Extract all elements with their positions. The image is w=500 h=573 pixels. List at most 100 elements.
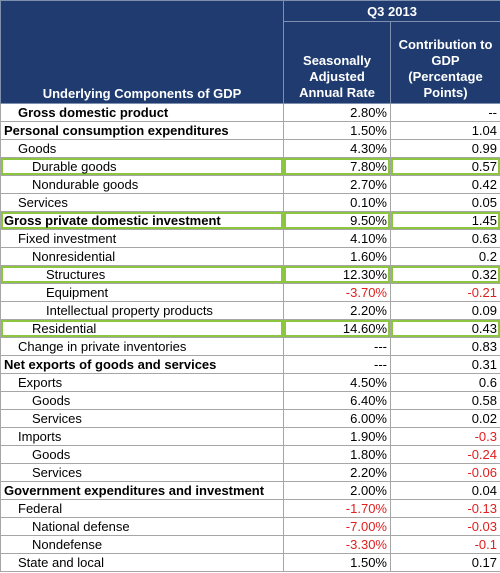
row-label: Federal bbox=[0, 499, 284, 518]
table-row: Federal -1.70% -0.13 bbox=[0, 499, 500, 518]
row-label: Durable goods bbox=[0, 157, 284, 176]
rate-cell: 6.40% bbox=[283, 391, 391, 410]
row-label: Intellectual property products bbox=[0, 301, 284, 320]
table-row: Nondurable goods 2.70% 0.42 bbox=[0, 175, 500, 194]
table-row: Nondefense -3.30% -0.1 bbox=[0, 535, 500, 554]
rate-cell: --- bbox=[283, 337, 391, 356]
contribution-cell: -- bbox=[390, 103, 500, 122]
rate-cell: 2.20% bbox=[283, 463, 391, 482]
contribution-cell: 0.6 bbox=[390, 373, 500, 392]
table-row: Goods 1.80% -0.24 bbox=[0, 445, 500, 464]
table-row: Nonresidential 1.60% 0.2 bbox=[0, 247, 500, 266]
contribution-cell: 1.45 bbox=[390, 211, 500, 230]
rate-cell: 2.20% bbox=[283, 301, 391, 320]
rate-cell: -1.70% bbox=[283, 499, 391, 518]
contribution-cell: 0.09 bbox=[390, 301, 500, 320]
contribution-cell: -0.13 bbox=[390, 499, 500, 518]
table-row: Fixed investment 4.10% 0.63 bbox=[0, 229, 500, 248]
table-row: Exports 4.50% 0.6 bbox=[0, 373, 500, 392]
contribution-cell: -0.3 bbox=[390, 427, 500, 446]
rate-cell: 0.10% bbox=[283, 193, 391, 212]
table-row: Services 2.20% -0.06 bbox=[0, 463, 500, 482]
rate-cell: 2.00% bbox=[283, 481, 391, 500]
row-label: Imports bbox=[0, 427, 284, 446]
rate-cell: 9.50% bbox=[283, 211, 391, 230]
rate-cell: 14.60% bbox=[283, 319, 391, 338]
rate-cell: 4.10% bbox=[283, 229, 391, 248]
row-label: National defense bbox=[0, 517, 284, 536]
rate-cell: --- bbox=[283, 355, 391, 374]
contribution-cell: 0.43 bbox=[390, 319, 500, 338]
period-heading: Q3 2013 bbox=[283, 0, 500, 22]
table-row: National defense -7.00% -0.03 bbox=[0, 517, 500, 536]
rate-cell: 2.80% bbox=[283, 103, 391, 122]
contribution-cell: 0.05 bbox=[390, 193, 500, 212]
contribution-cell: -0.1 bbox=[390, 535, 500, 554]
table-row: Structures 12.30% 0.32 bbox=[0, 265, 500, 284]
table-row: Residential 14.60% 0.43 bbox=[0, 319, 500, 338]
contribution-cell: 1.04 bbox=[390, 121, 500, 140]
table-row: Gross private domestic investment 9.50% 1.… bbox=[0, 211, 500, 230]
table-row: Services 0.10% 0.05 bbox=[0, 193, 500, 212]
contribution-cell: 0.42 bbox=[390, 175, 500, 194]
row-label: Gross private domestic investment bbox=[0, 211, 284, 230]
contribution-cell: 0.58 bbox=[390, 391, 500, 410]
contribution-cell: 0.31 bbox=[390, 355, 500, 374]
table-row: Gross domestic product 2.80% -- bbox=[0, 103, 500, 122]
row-label: Services bbox=[0, 409, 284, 428]
rate-cell: -3.30% bbox=[283, 535, 391, 554]
row-label: Gross domestic product bbox=[0, 103, 284, 122]
contribution-cell: 0.2 bbox=[390, 247, 500, 266]
rate-cell: 2.70% bbox=[283, 175, 391, 194]
row-label: Nondefense bbox=[0, 535, 284, 554]
contribution-cell: 0.63 bbox=[390, 229, 500, 248]
contribution-cell: 0.99 bbox=[390, 139, 500, 158]
rate-cell: -3.70% bbox=[283, 283, 391, 302]
table-row: Intellectual property products 2.20% 0.09 bbox=[0, 301, 500, 320]
row-label: Residential bbox=[0, 319, 284, 338]
contribution-cell: -0.06 bbox=[390, 463, 500, 482]
rate-cell: 1.60% bbox=[283, 247, 391, 266]
row-label: Exports bbox=[0, 373, 284, 392]
row-label: State and local bbox=[0, 553, 284, 572]
table-row: Government expenditures and investment 2.… bbox=[0, 481, 500, 500]
table-body: Gross domestic product 2.80% -- Personal co… bbox=[0, 103, 500, 572]
table-row: Net exports of goods and services --- 0.31 bbox=[0, 355, 500, 374]
component-heading: Underlying Components of GDP bbox=[0, 0, 284, 104]
table-row: Imports 1.90% -0.3 bbox=[0, 427, 500, 446]
contribution-cell: 0.04 bbox=[390, 481, 500, 500]
table-header: Underlying Components of GDP Q3 2013 Sea… bbox=[0, 0, 500, 104]
row-label: Structures bbox=[0, 265, 284, 284]
row-label: Personal consumption expenditures bbox=[0, 121, 284, 140]
rate-cell: 4.30% bbox=[283, 139, 391, 158]
rate-cell: -7.00% bbox=[283, 517, 391, 536]
contribution-cell: -0.24 bbox=[390, 445, 500, 464]
contribution-cell: -0.21 bbox=[390, 283, 500, 302]
row-label: Services bbox=[0, 193, 284, 212]
contribution-cell: 0.57 bbox=[390, 157, 500, 176]
contribution-cell: 0.02 bbox=[390, 409, 500, 428]
row-label: Goods bbox=[0, 391, 284, 410]
row-label: Services bbox=[0, 463, 284, 482]
row-label: Fixed investment bbox=[0, 229, 284, 248]
table-row: Durable goods 7.80% 0.57 bbox=[0, 157, 500, 176]
row-label: Nonresidential bbox=[0, 247, 284, 266]
row-label: Goods bbox=[0, 445, 284, 464]
contribution-cell: 0.17 bbox=[390, 553, 500, 572]
rate-heading: Seasonally Adjusted Annual Rate bbox=[283, 21, 391, 104]
row-label: Equipment bbox=[0, 283, 284, 302]
table-row: Personal consumption expenditures 1.50% 1.… bbox=[0, 121, 500, 140]
rate-cell: 1.50% bbox=[283, 553, 391, 572]
rate-cell: 7.80% bbox=[283, 157, 391, 176]
table-row: Goods 6.40% 0.58 bbox=[0, 391, 500, 410]
table-row: Services 6.00% 0.02 bbox=[0, 409, 500, 428]
row-label: Government expenditures and investment bbox=[0, 481, 284, 500]
contribution-cell: 0.83 bbox=[390, 337, 500, 356]
rate-cell: 1.80% bbox=[283, 445, 391, 464]
table-row: Goods 4.30% 0.99 bbox=[0, 139, 500, 158]
contribution-heading: Contribution to GDP (Percentage Points) bbox=[390, 21, 500, 104]
rate-cell: 12.30% bbox=[283, 265, 391, 284]
contribution-cell: 0.32 bbox=[390, 265, 500, 284]
table-row: Change in private inventories --- 0.83 bbox=[0, 337, 500, 356]
